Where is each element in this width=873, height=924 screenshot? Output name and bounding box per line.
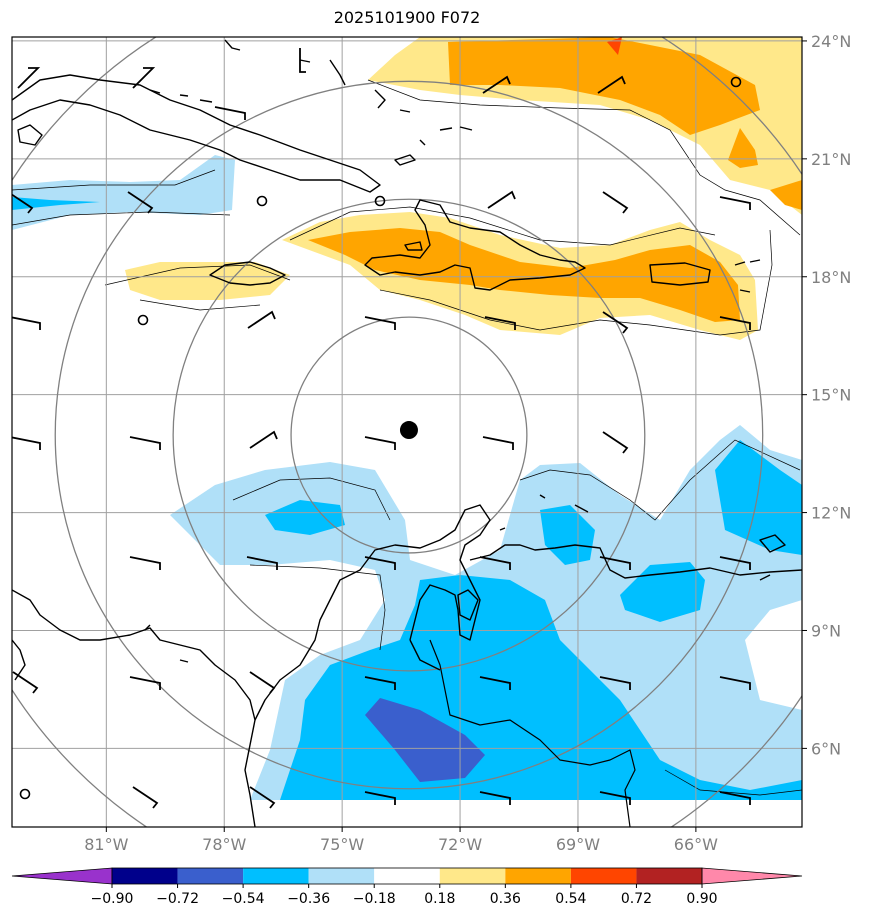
colorbar-tick-label: −0.54	[222, 891, 265, 907]
wind-barb	[132, 786, 159, 809]
colorbar-block	[636, 868, 702, 884]
wind-barb	[214, 106, 246, 120]
wind-barb	[364, 676, 396, 690]
lat-tick-label: 24°N	[811, 32, 851, 51]
wind-barb	[12, 436, 41, 450]
wind-barb	[364, 556, 396, 570]
positive-anomaly-shading	[125, 37, 802, 340]
longitude-labels: 81°W 78°W 75°W 72°W 69°W 66°W	[84, 827, 718, 854]
colorbar-tick-label: −0.72	[156, 891, 199, 907]
plot-frame	[11, 36, 803, 828]
wind-barb	[602, 191, 629, 214]
lon-tick-label: 75°W	[320, 835, 364, 854]
wind-barb	[719, 196, 751, 210]
lat-tick-label: 12°N	[811, 504, 851, 523]
wind-barb	[299, 48, 306, 73]
colorbar: −0.90 −0.72 −0.54 −0.36 −0.18 0.18 0.36 0.54 0.7…	[11, 867, 803, 907]
colorbar-block	[570, 868, 637, 884]
wind-barb	[487, 190, 516, 209]
wind-barb	[719, 316, 751, 330]
wind-barbs	[12, 48, 751, 809]
wind-barb	[599, 556, 631, 570]
colorbar-tick-label: 0.90	[686, 891, 717, 907]
lon-tick-label: 72°W	[438, 835, 482, 854]
graticule	[12, 37, 802, 827]
range-ring	[54, 80, 764, 790]
wind-barb	[599, 676, 631, 690]
colorbar-block	[112, 868, 178, 884]
wind-barb	[602, 431, 629, 454]
colorbar-block	[308, 868, 375, 884]
contour-lines	[12, 79, 802, 796]
wind-barb	[597, 75, 626, 94]
wind-barb	[479, 791, 511, 805]
wind-barb	[247, 310, 276, 329]
wind-barb	[129, 436, 161, 450]
lat-tick-label: 15°N	[811, 386, 851, 405]
wind-barb	[482, 75, 511, 94]
colorbar-tick-label: 0.72	[621, 891, 652, 907]
coastlines	[12, 39, 802, 827]
wind-barb	[364, 791, 396, 805]
colorbar-block	[243, 868, 309, 884]
colorbar-tick-label: −0.90	[91, 891, 134, 907]
wind-barb	[484, 316, 516, 330]
lon-tick-label: 69°W	[556, 835, 600, 854]
lat-tick-label: 18°N	[811, 268, 851, 287]
wind-barb	[719, 791, 751, 805]
colorbar-tick-label: −0.36	[287, 891, 330, 907]
wind-barb	[17, 67, 41, 89]
lon-tick-label: 78°W	[202, 835, 246, 854]
lat-tick-label: 6°N	[811, 739, 841, 758]
colorbar-tick-label: 0.36	[490, 891, 521, 907]
wind-barb	[719, 676, 751, 690]
wind-barb	[479, 676, 511, 690]
negative-anomaly-shading	[12, 155, 802, 800]
wind-barb	[12, 316, 41, 330]
colorbar-block	[439, 868, 506, 884]
colorbar-tick-label: −0.18	[353, 891, 396, 907]
colorbar-block	[374, 868, 440, 884]
wind-barb	[249, 430, 278, 449]
colorbar-block	[505, 868, 571, 884]
wind-barb	[602, 311, 629, 334]
colorbar-extend-high	[701, 867, 803, 885]
wind-barb	[364, 316, 396, 330]
wind-barb	[249, 786, 276, 809]
colorbar-extend-low	[11, 867, 113, 885]
latitude-labels: 24°N 21°N 18°N 15°N 12°N 9°N 6°N	[802, 32, 851, 758]
wind-barb	[12, 193, 34, 214]
map-title: 2025101900 F072	[333, 8, 481, 27]
wind-barb	[364, 436, 396, 450]
lat-tick-label: 9°N	[811, 621, 841, 640]
lon-tick-label: 81°W	[84, 835, 128, 854]
range-ring	[290, 316, 528, 554]
wind-barb	[719, 556, 751, 570]
colorbar-tick-label: 0.54	[555, 891, 586, 907]
wind-barb	[132, 67, 156, 89]
colorbar-block	[177, 868, 244, 884]
wind-barb	[127, 191, 154, 214]
wind-barb	[599, 791, 631, 805]
wind-barb	[129, 676, 161, 690]
wind-barb	[482, 436, 514, 450]
range-ring	[172, 198, 646, 672]
wind-barb	[479, 556, 511, 570]
wind-barb	[129, 556, 161, 570]
storm-center-marker	[399, 421, 418, 440]
colorbar-tick-label: 0.18	[424, 891, 455, 907]
wind-barb	[249, 671, 276, 694]
lat-tick-label: 21°N	[811, 150, 851, 169]
calm-station-markers	[19, 76, 742, 800]
wind-barb	[246, 556, 278, 570]
wind-barb	[12, 671, 39, 694]
lon-tick-label: 66°W	[674, 835, 718, 854]
